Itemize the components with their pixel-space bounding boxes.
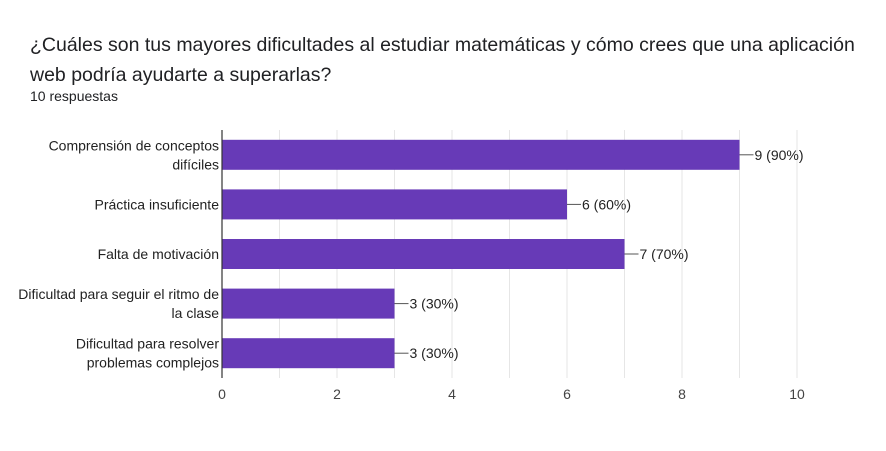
bar xyxy=(222,338,395,369)
value-label: 6 (60%) xyxy=(582,196,631,212)
category-label: Práctica insuficiente xyxy=(94,196,219,212)
category-label: Dificultad para seguir el ritmo de la cla… xyxy=(18,286,219,321)
bar xyxy=(222,189,567,220)
x-tick-label: 4 xyxy=(448,386,456,402)
bar xyxy=(222,139,740,170)
category-label: Dificultad para resolver problemas comple… xyxy=(76,336,220,371)
x-tick-label: 8 xyxy=(678,386,686,402)
x-tick-label: 2 xyxy=(333,386,341,402)
bar xyxy=(222,239,625,269)
value-label: 9 (90%) xyxy=(755,147,804,163)
value-label: 3 (30%) xyxy=(410,296,459,312)
x-tick-label: 10 xyxy=(789,386,805,402)
value-label: 7 (70%) xyxy=(640,246,689,262)
category-label: Comprensión de conceptos difíciles xyxy=(49,137,219,172)
response-count: 10 respuestas xyxy=(30,88,118,104)
x-tick-label: 6 xyxy=(563,386,571,402)
x-tick-label: 0 xyxy=(218,386,226,402)
question-title: ¿Cuáles son tus mayores dificultades al … xyxy=(30,34,855,86)
value-label: 3 (30%) xyxy=(410,345,459,361)
bar xyxy=(222,288,395,319)
category-label: Falta de motivación xyxy=(98,246,219,262)
